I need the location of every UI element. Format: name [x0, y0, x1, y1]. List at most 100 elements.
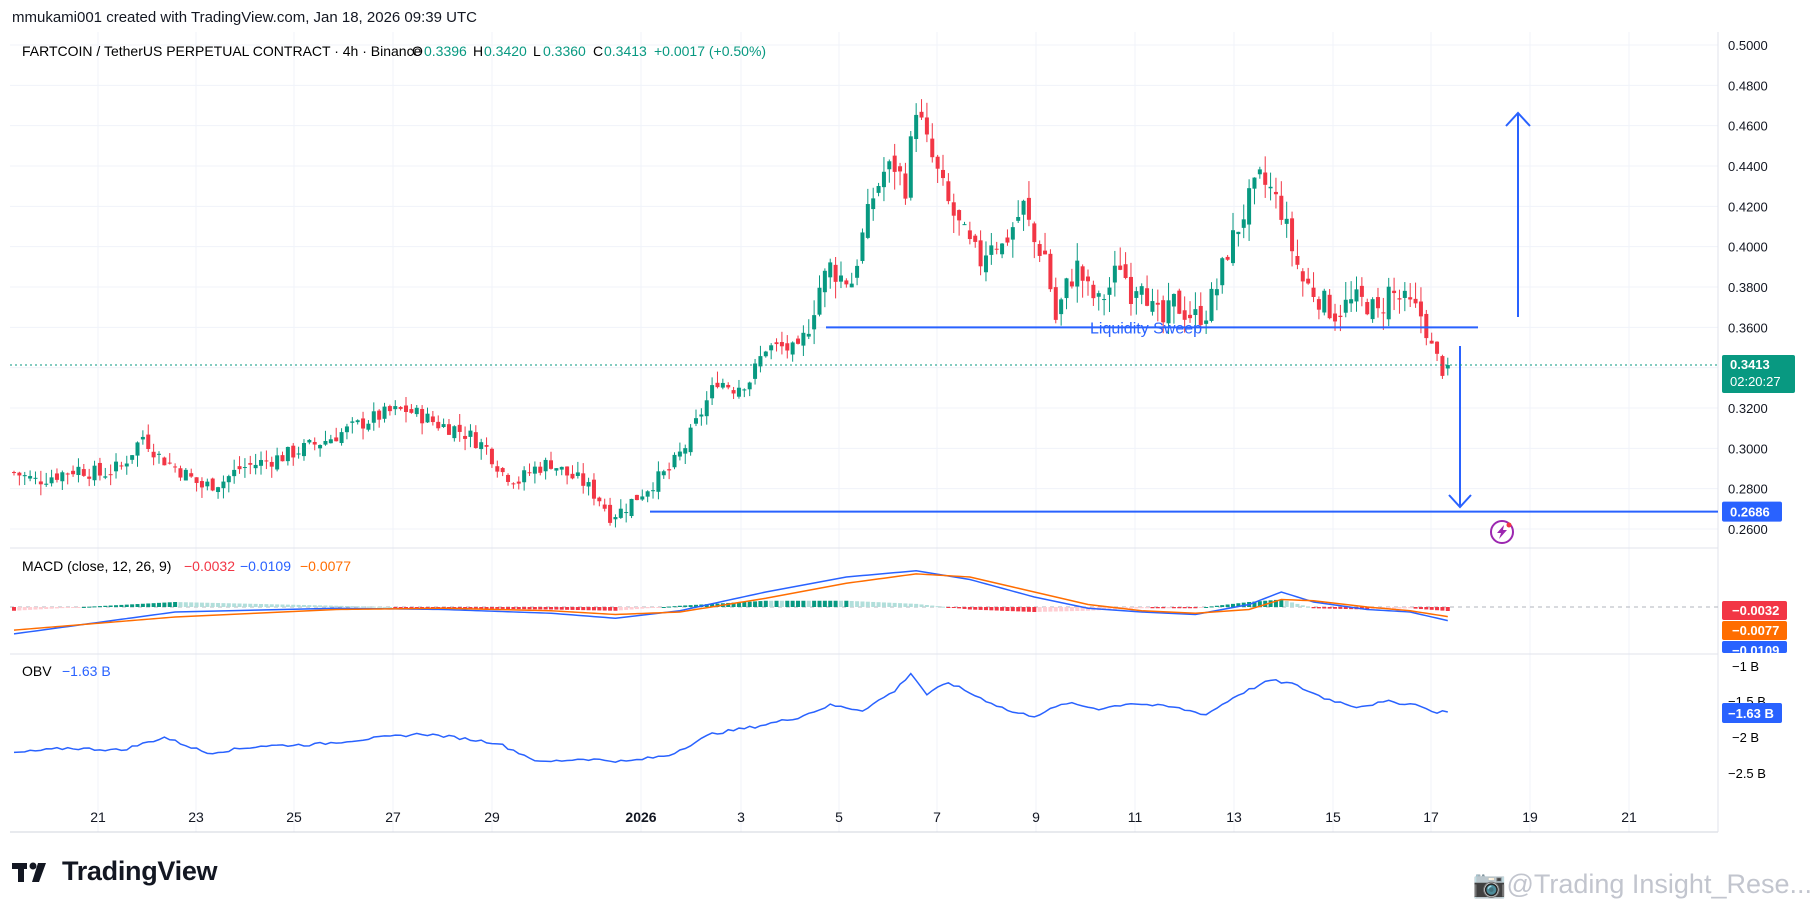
candle-body[interactable]	[189, 473, 194, 477]
candle-body[interactable]	[194, 477, 199, 483]
candle-body[interactable]	[608, 504, 613, 523]
candle-body[interactable]	[420, 408, 425, 424]
candle-body[interactable]	[108, 474, 113, 476]
candle-body[interactable]	[307, 439, 312, 443]
candle-body[interactable]	[1123, 264, 1128, 278]
candle-body[interactable]	[688, 427, 693, 453]
candle-body[interactable]	[1333, 313, 1338, 322]
candle-body[interactable]	[1091, 284, 1096, 299]
candle-body[interactable]	[565, 466, 570, 476]
candle-body[interactable]	[634, 494, 639, 501]
candle-body[interactable]	[248, 463, 253, 465]
candle-body[interactable]	[479, 442, 484, 450]
candle-body[interactable]	[382, 406, 387, 419]
candle-body[interactable]	[833, 264, 838, 282]
candle-body[interactable]	[538, 466, 543, 473]
candle-body[interactable]	[1273, 191, 1278, 195]
candle-body[interactable]	[1118, 265, 1123, 270]
candle-body[interactable]	[216, 487, 221, 493]
candle-body[interactable]	[865, 204, 870, 238]
candle-body[interactable]	[210, 478, 215, 491]
candle-body[interactable]	[205, 481, 210, 487]
candle-body[interactable]	[473, 432, 478, 449]
liquidity-sweep-label[interactable]: Liquidity Sweep	[1090, 320, 1202, 337]
candle-body[interactable]	[549, 460, 553, 469]
candle-body[interactable]	[44, 483, 49, 485]
candle-body[interactable]	[935, 156, 940, 169]
candle-body[interactable]	[645, 491, 650, 497]
candle-body[interactable]	[1096, 293, 1101, 297]
candle-body[interactable]	[876, 185, 881, 193]
candle-body[interactable]	[860, 232, 865, 262]
candle-body[interactable]	[1000, 243, 1005, 255]
candle-body[interactable]	[1037, 244, 1042, 256]
candle-body[interactable]	[60, 472, 65, 482]
candle-body[interactable]	[146, 434, 151, 450]
candle-body[interactable]	[1107, 287, 1112, 295]
candle-body[interactable]	[683, 448, 688, 454]
candle-body[interactable]	[22, 475, 27, 477]
candle-body[interactable]	[957, 210, 962, 221]
candle-body[interactable]	[361, 418, 366, 429]
candle-body[interactable]	[1316, 299, 1321, 310]
candle-body[interactable]	[151, 451, 156, 458]
candle-body[interactable]	[1230, 230, 1235, 264]
candle-body[interactable]	[173, 466, 178, 468]
candle-body[interactable]	[167, 462, 172, 464]
lightning-icon[interactable]	[1490, 520, 1514, 544]
candle-body[interactable]	[1198, 305, 1203, 325]
candle-body[interactable]	[881, 171, 886, 188]
candle-body[interactable]	[801, 332, 806, 346]
candle-body[interactable]	[720, 382, 725, 388]
candle-body[interactable]	[1322, 290, 1327, 313]
candle-body[interactable]	[463, 435, 468, 439]
candle-body[interactable]	[430, 416, 435, 423]
candle-body[interactable]	[162, 457, 167, 466]
obv-label[interactable]: OBV	[22, 663, 52, 679]
candle-body[interactable]	[1359, 285, 1364, 297]
macd-axis-tags[interactable]: −0.0032 −0.0077 −0.0109	[1722, 601, 1787, 658]
candle-body[interactable]	[812, 315, 817, 330]
candle-body[interactable]	[1021, 200, 1026, 215]
candle-body[interactable]	[677, 451, 682, 457]
candle-body[interactable]	[1150, 301, 1155, 312]
candle-body[interactable]	[1349, 299, 1354, 304]
candle-body[interactable]	[903, 173, 908, 199]
candle-body[interactable]	[581, 473, 586, 486]
candle-body[interactable]	[269, 461, 274, 467]
candle-body[interactable]	[1069, 281, 1074, 287]
candle-body[interactable]	[1236, 231, 1241, 235]
candle-body[interactable]	[328, 439, 333, 444]
candle-body[interactable]	[1300, 271, 1305, 282]
up-arrow[interactable]	[1505, 111, 1531, 317]
candle-body[interactable]	[1279, 195, 1284, 220]
candle-body[interactable]	[425, 413, 430, 423]
candle-body[interactable]	[1365, 302, 1370, 315]
candle-body[interactable]	[1134, 291, 1139, 298]
candle-body[interactable]	[769, 345, 774, 351]
candle-body[interactable]	[393, 406, 398, 410]
candle-body[interactable]	[989, 245, 994, 255]
candle-body[interactable]	[1257, 169, 1262, 175]
candle-body[interactable]	[1268, 186, 1273, 189]
candle-body[interactable]	[742, 389, 747, 391]
candle-body[interactable]	[855, 265, 860, 278]
candle-body[interactable]	[97, 462, 102, 476]
candle-body[interactable]	[978, 240, 983, 267]
candle-body[interactable]	[226, 476, 231, 483]
time-axis[interactable]: 21 23 25 27 29 2026 3 5 7 9 11 13 15 17 19 21	[90, 809, 1637, 825]
candle-body[interactable]	[656, 471, 661, 492]
candle-body[interactable]	[436, 421, 441, 429]
candle-body[interactable]	[232, 469, 237, 477]
candle-body[interactable]	[355, 420, 360, 423]
candle-body[interactable]	[178, 468, 183, 478]
candle-body[interactable]	[253, 464, 258, 469]
candle-body[interactable]	[1139, 286, 1144, 295]
candle-body[interactable]	[1220, 258, 1225, 286]
candle-body[interactable]	[597, 497, 602, 502]
candle-body[interactable]	[779, 342, 784, 347]
candle-body[interactable]	[983, 255, 988, 273]
candle-body[interactable]	[1209, 288, 1214, 321]
candle-body[interactable]	[199, 481, 204, 488]
